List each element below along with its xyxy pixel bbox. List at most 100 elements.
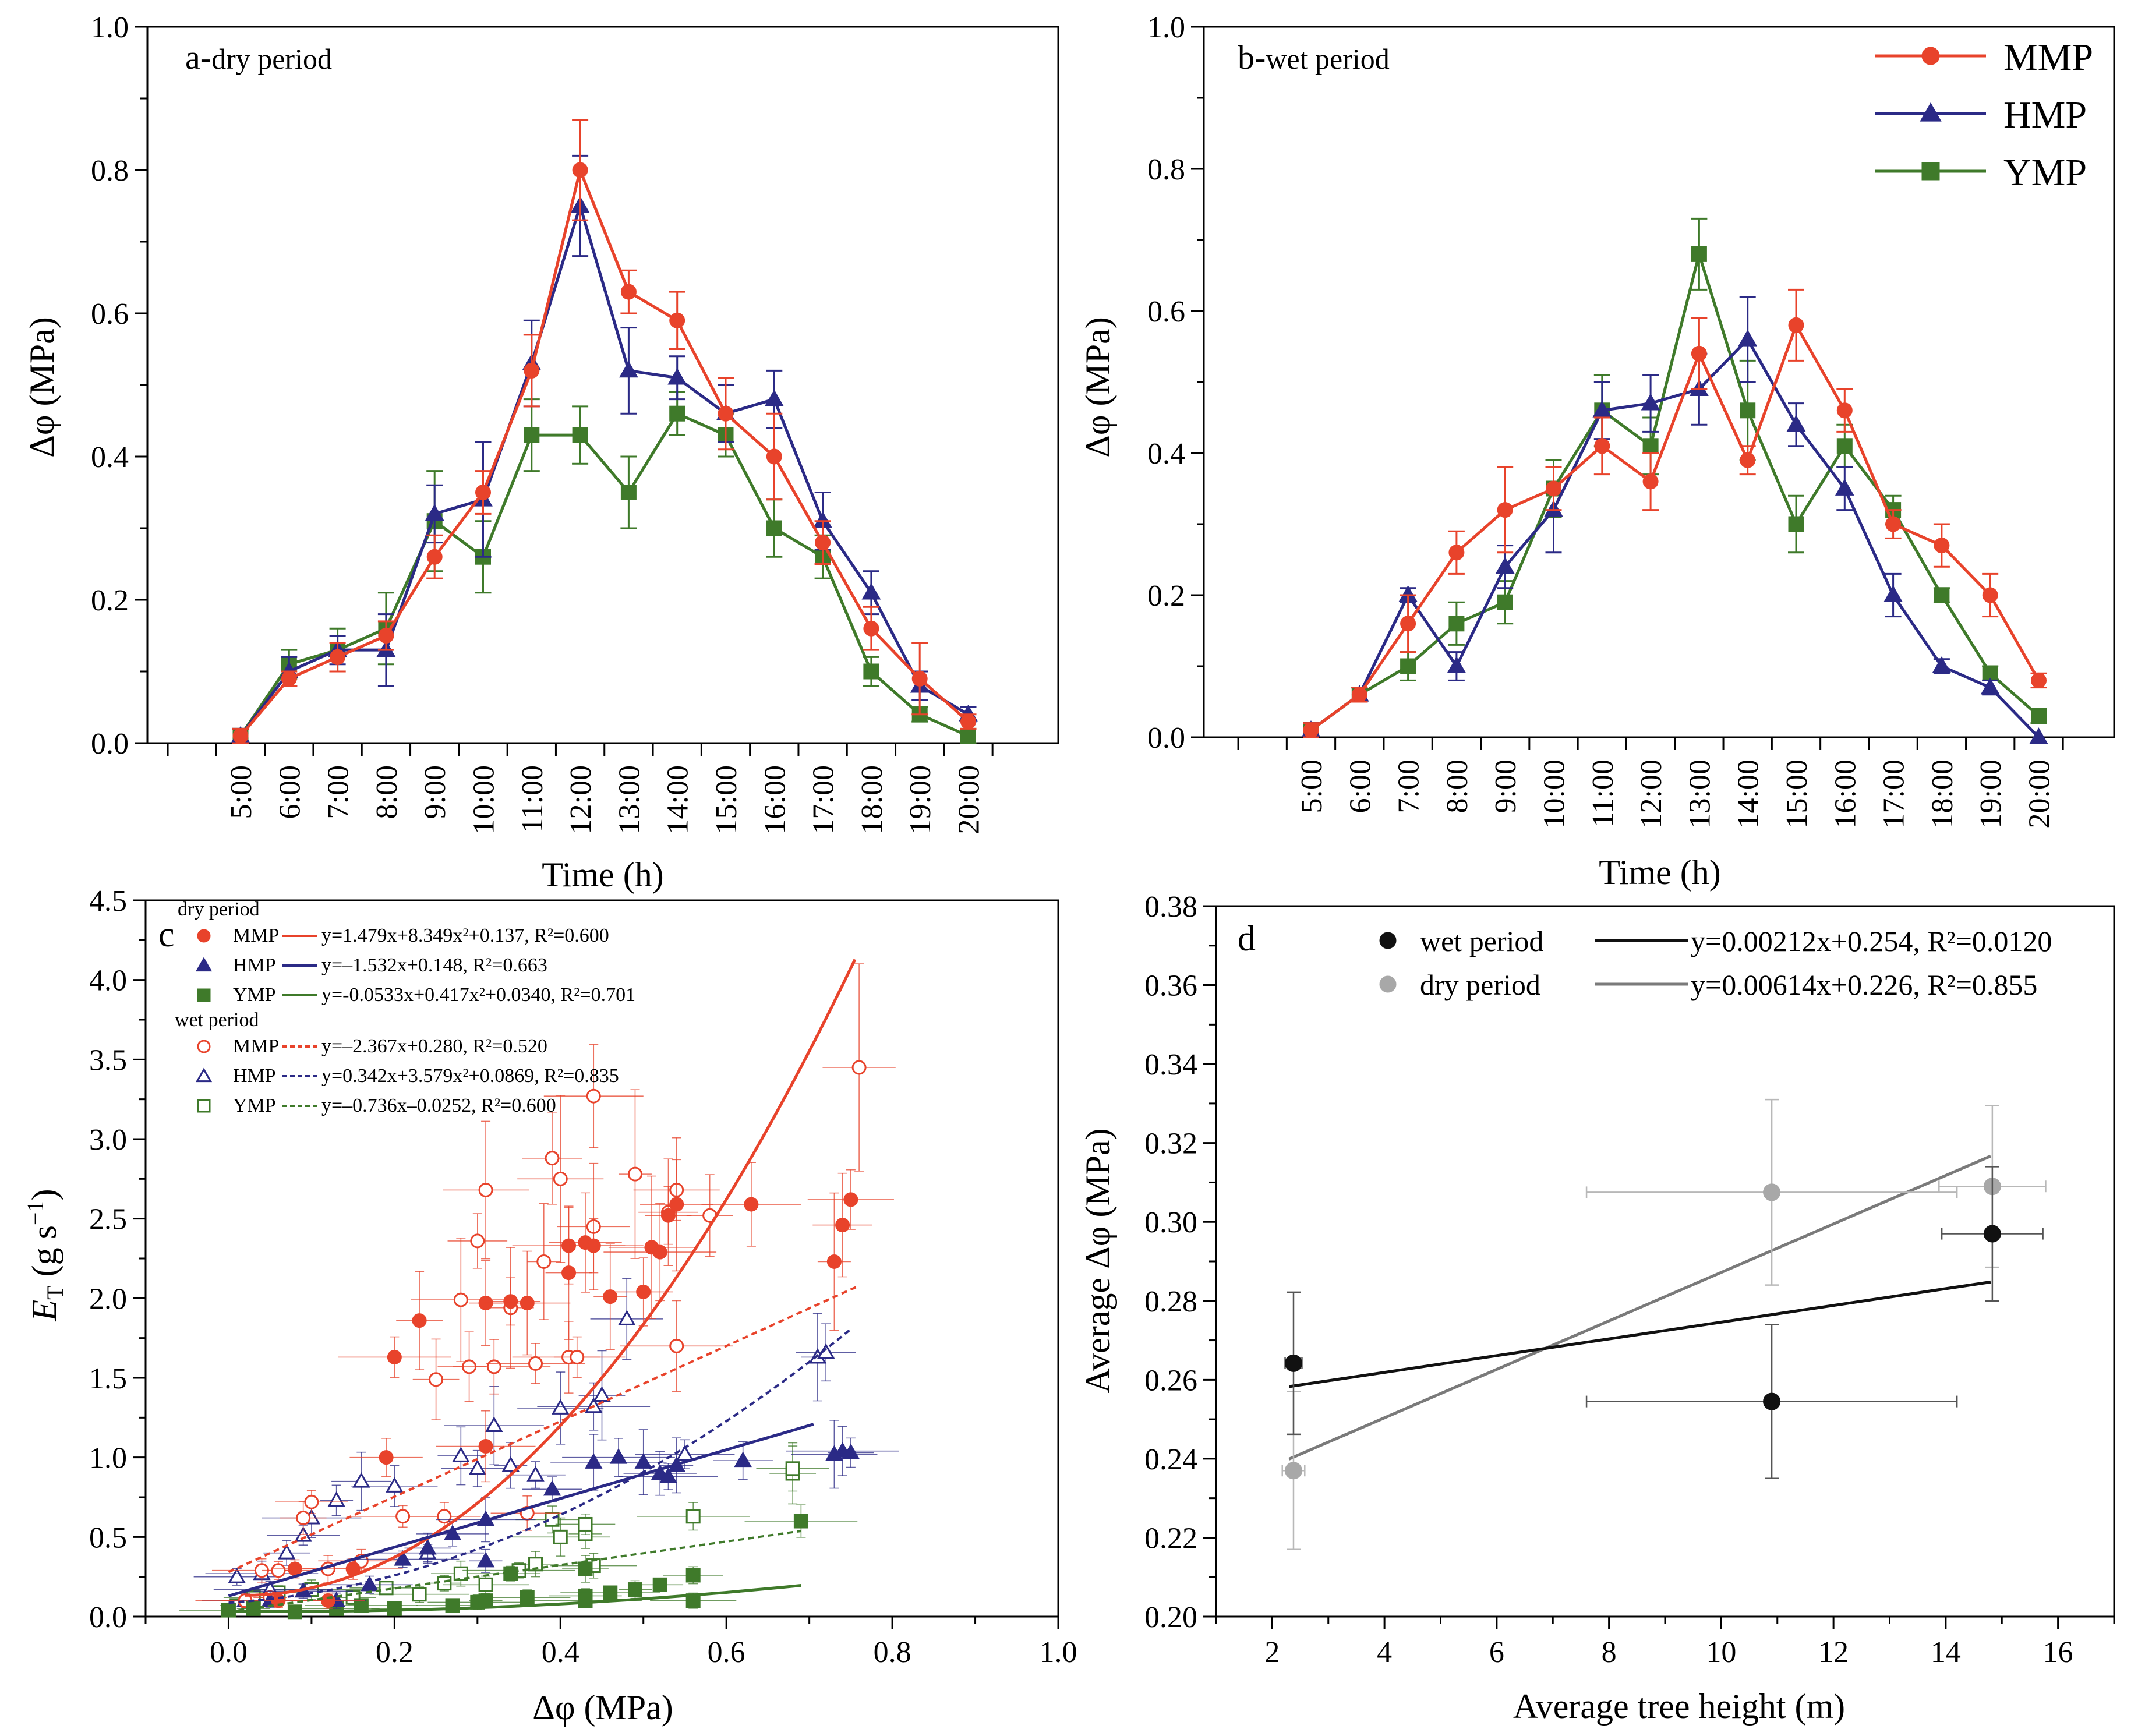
panel-c-y-label-close: )	[25, 1189, 63, 1201]
panel-b-point-YMP	[1400, 658, 1416, 674]
panel-c-point-HMP_wet	[452, 1447, 470, 1462]
panel-c-point-HMP_dry	[476, 1551, 495, 1568]
panel-c-point-HMP_dry	[609, 1448, 628, 1464]
panel-b-y-tick-label: 0.6	[1147, 295, 1185, 328]
panel-a-title-prefix: a-	[185, 38, 211, 76]
panel-b-x-tick-label: 10:00	[1538, 759, 1571, 828]
panel-c-point-HMP_dry	[443, 1525, 462, 1540]
panel-b-x-tick-label: 8:00	[1441, 759, 1474, 813]
panel-a-point-HMP	[667, 367, 687, 385]
panel-c-fit-MMP-wet	[228, 1284, 860, 1574]
panel-a-y-tick-label: 0.6	[91, 298, 129, 331]
panel-c-legend-equation: y=–1.532x+0.148, R²=0.663	[321, 954, 547, 976]
panel-d-title: d	[1238, 919, 1256, 959]
panel-b-x-tick-label: 5:00	[1295, 759, 1328, 813]
panel-b-x-axis-label: Time (h)	[1599, 853, 1720, 892]
panel-c-y-tick-label: 3.0	[89, 1123, 127, 1157]
panel-c-point-YMP_dry	[627, 1582, 642, 1597]
panel-c-point-MMP_wet	[536, 1254, 552, 1269]
panel-c-fit-HMP-dry	[228, 1423, 814, 1597]
panel-c-legend-label: HMP	[233, 1065, 276, 1087]
panel-b-x-tick-label: 20:00	[2023, 759, 2056, 828]
panel-b-plot-area: 0.0 0.2 0.4 0.6 0.8 1.0 5:00 6:00 7:00 8:00 9:00 10…	[1147, 11, 2115, 828]
panel-b-x-tick-label: 6:00	[1344, 759, 1377, 813]
panel-b-point-MMP	[1740, 452, 1756, 468]
panel-c-point-MMP_wet	[851, 1060, 867, 1075]
panel-c-point-MMP_wet	[429, 1372, 444, 1387]
panel-c-point-MMP_wet	[570, 1349, 585, 1364]
panel-b-point-MMP	[1594, 438, 1610, 454]
panel-b-point-YMP	[1740, 402, 1756, 419]
panel-b-point-YMP	[1691, 246, 1707, 262]
panel-d-x-tick-label: 14	[1931, 1636, 1961, 1669]
panel-a-point-MMP	[475, 485, 491, 500]
panel-c-point-HMP_wet	[485, 1416, 503, 1432]
panel-b-y-axis-label: Δφ (MPa)	[1079, 317, 1117, 458]
panel-b-y-tick-label: 0.8	[1147, 153, 1185, 186]
panel-a-point-MMP	[960, 713, 976, 730]
panel-c-legend-label: HMP	[233, 954, 276, 976]
panel-c-point-MMP_wet	[669, 1338, 684, 1353]
panel-b-x-tick-label: 9:00	[1489, 759, 1522, 813]
panel-c-legend-marker	[197, 929, 211, 943]
panel-c-y-label-sub: T	[42, 1285, 68, 1299]
panel-c-point-YMP_dry	[793, 1514, 808, 1529]
panel-c-point-YMP_wet	[785, 1461, 800, 1476]
panel-c-point-MMP_wet	[453, 1292, 468, 1307]
panel-c-point-MMP_dry	[561, 1265, 577, 1281]
panel-a-x-tick-label: 16:00	[758, 765, 791, 834]
panel-d-y-tick-label: 0.34	[1144, 1048, 1197, 1081]
panel-b-point-MMP	[1351, 687, 1367, 703]
panel-d-y-tick-label: 0.22	[1144, 1522, 1197, 1555]
panel-a-x-tick-label: 6:00	[273, 765, 306, 819]
panel-c-point-HMP_wet	[327, 1491, 345, 1507]
panel-d-y-tick-label: 0.20	[1144, 1601, 1197, 1634]
panel-a-point-MMP	[669, 312, 685, 328]
panel-a-point-MMP	[232, 728, 249, 744]
panel-d-legend: wet period y=0.00212x+0.254, R²=0.0120 dry…	[1379, 925, 2052, 1001]
panel-b-point-HMP	[2029, 727, 2048, 744]
panel-c-point-HMP_wet	[277, 1543, 296, 1560]
panel-d-point	[1284, 1354, 1302, 1372]
panel-c-point-MMP_wet	[553, 1171, 568, 1186]
panel-a-point-YMP	[863, 663, 879, 680]
panel-d-y-tick-label: 0.32	[1144, 1127, 1197, 1161]
panel-c-fit-YMP-dry	[228, 1584, 801, 1613]
panel-c-legend-label: YMP	[233, 984, 276, 1006]
panel-b-legend-marker-YMP	[1921, 162, 1940, 181]
panel-c-point-MMP_wet	[304, 1494, 319, 1509]
panel-c-point-HMP_dry	[419, 1539, 437, 1555]
panel-c-legend-equation: y=0.342x+3.579x²+0.0869, R²=0.835	[321, 1065, 619, 1087]
panel-a-x-tick-label: 17:00	[807, 765, 840, 834]
panel-c-point-HMP_wet	[593, 1386, 611, 1402]
panel-d-plot-area: 0.20 0.22 0.24 0.26 0.28 0.30 0.32 0.34 0.36 0.38…	[1144, 890, 2115, 1669]
panel-a-point-YMP	[572, 427, 588, 443]
panel-a-plot-area: 0.0 0.2 0.4 0.6 0.8 1.0 5:00 6:00 7:00 8:00 9:00 10…	[91, 11, 1059, 834]
panel-d-y-tick-label: 0.30	[1144, 1206, 1197, 1239]
panel-d-legend-label: dry period	[1420, 968, 1540, 1001]
panel-c-point-HMP_wet	[501, 1456, 520, 1472]
panel-c-point-HMP_dry	[394, 1550, 412, 1566]
panel-a-dry-period-chart: 0.0 0.2 0.4 0.6 0.8 1.0 5:00 6:00 7:00 8:00 9:00 10…	[23, 11, 1059, 894]
panel-a-point-MMP	[524, 362, 540, 379]
panel-d-legend-marker	[1379, 975, 1397, 993]
panel-a-point-MMP	[766, 448, 782, 465]
panel-c-point-YMP_dry	[578, 1561, 593, 1576]
panel-c-y-label-unit: (g s	[25, 1225, 63, 1285]
panel-c-point-MMP_wet	[478, 1182, 493, 1197]
panel-b-point-MMP	[1836, 402, 1853, 419]
panel-a-line-MMP	[239, 165, 970, 737]
panel-b-series-HMP	[1301, 296, 2048, 744]
panel-a-point-HMP	[861, 582, 881, 600]
panel-b-x-tick-label: 11:00	[1586, 759, 1620, 828]
panel-c-legend: dry period MMP y=1.479x+8.349x²+0.137, R²=…	[175, 899, 635, 1116]
panel-b-x-tick-label: 16:00	[1829, 759, 1862, 828]
panel-c-point-YMP_wet	[685, 1509, 701, 1524]
panel-d-y-axis-label: Average Δφ (MPa)	[1079, 1128, 1117, 1393]
panel-c-point-YMP_wet	[578, 1516, 593, 1532]
panel-c-point-MMP_dry	[520, 1296, 535, 1311]
panel-b-point-HMP	[1932, 656, 1952, 673]
panel-c-legend-label: MMP	[233, 1035, 279, 1057]
panel-c-fit-MMP-dry	[245, 959, 857, 1597]
panel-c-point-MMP_dry	[503, 1294, 518, 1309]
